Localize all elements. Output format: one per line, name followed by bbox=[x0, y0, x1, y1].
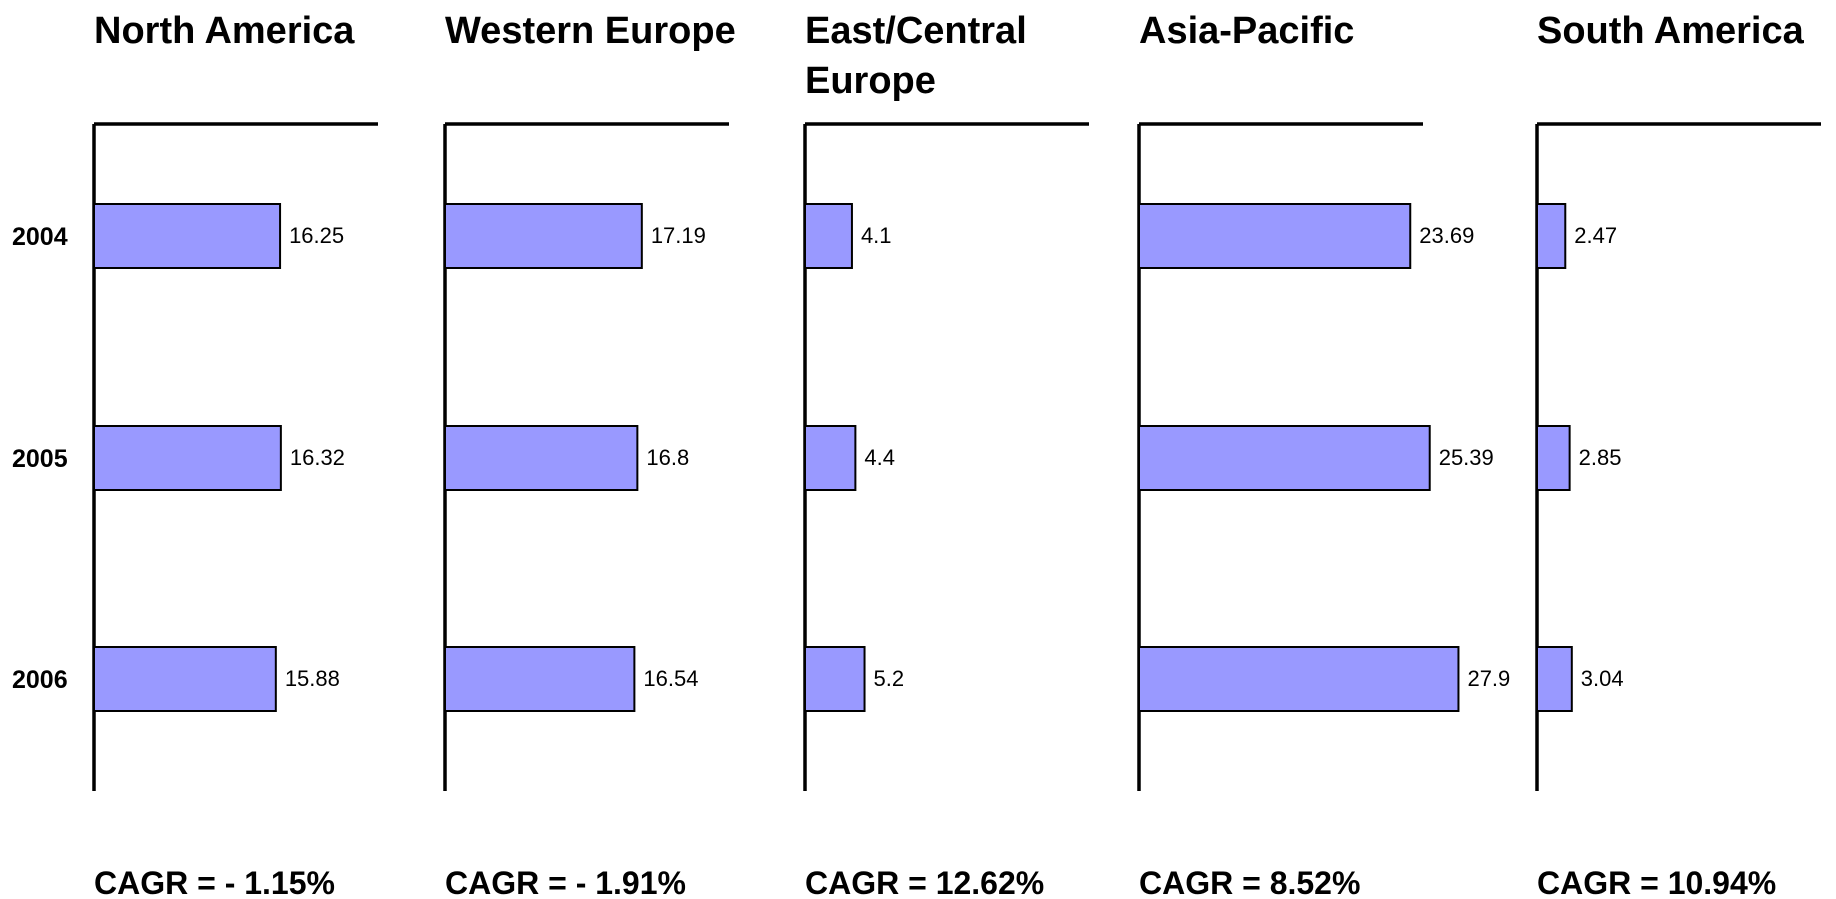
value-label-2006: 15.88 bbox=[285, 666, 340, 691]
bar-2005 bbox=[93, 425, 282, 491]
bar-2004 bbox=[804, 203, 853, 269]
value-label-2004: 23.69 bbox=[1419, 223, 1474, 248]
value-label-2006: 16.54 bbox=[643, 666, 698, 691]
bar-2006 bbox=[1536, 646, 1573, 712]
value-label-2005: 4.4 bbox=[864, 445, 895, 470]
value-label-2004: 17.19 bbox=[651, 223, 706, 248]
value-label-2004: 16.25 bbox=[289, 223, 344, 248]
panel-title-line-2: Europe bbox=[805, 60, 936, 102]
panel-title-line-1: East/Central bbox=[805, 10, 1027, 52]
value-label-2005: 16.32 bbox=[290, 445, 345, 470]
bar-2004 bbox=[444, 203, 643, 269]
value-label-2004: 4.1 bbox=[861, 223, 892, 248]
cagr-annotation: CAGR = 10.94% bbox=[1537, 865, 1776, 899]
bar-2005 bbox=[804, 425, 857, 491]
year-label-2005: 2005 bbox=[12, 445, 68, 473]
value-label-2005: 16.8 bbox=[646, 445, 689, 470]
value-label-2006: 5.2 bbox=[874, 666, 905, 691]
bar-2006 bbox=[804, 646, 866, 712]
cagr-annotation: CAGR = - 1.91% bbox=[445, 865, 686, 899]
cagr-annotation: CAGR = - 1.15% bbox=[94, 865, 335, 899]
panel-title: Western Europe bbox=[445, 10, 736, 52]
panel-title: South America bbox=[1537, 10, 1805, 52]
bar-2004 bbox=[93, 203, 282, 269]
year-label-2004: 2004 bbox=[12, 223, 68, 251]
value-label-2006: 3.04 bbox=[1581, 666, 1624, 691]
bar-2004 bbox=[1138, 203, 1412, 269]
value-label-2005: 25.39 bbox=[1439, 445, 1494, 470]
value-label-2005: 2.85 bbox=[1579, 445, 1622, 470]
cagr-annotation: CAGR = 8.52% bbox=[1139, 865, 1360, 899]
year-label-2006: 2006 bbox=[12, 666, 68, 694]
bar-2005 bbox=[1138, 425, 1431, 491]
bar-2006 bbox=[1138, 646, 1460, 712]
bar-2005 bbox=[1536, 425, 1571, 491]
panel-title: North America bbox=[94, 10, 355, 52]
value-label-2006: 27.9 bbox=[1467, 666, 1510, 691]
bar-2006 bbox=[93, 646, 277, 712]
bar-2006 bbox=[444, 646, 636, 712]
panel-title: Asia-Pacific bbox=[1139, 10, 1354, 52]
cagr-annotation: CAGR = 12.62% bbox=[805, 865, 1044, 899]
bar-2004 bbox=[1536, 203, 1567, 269]
bar-2005 bbox=[444, 425, 639, 491]
value-label-2004: 2.47 bbox=[1574, 223, 1617, 248]
